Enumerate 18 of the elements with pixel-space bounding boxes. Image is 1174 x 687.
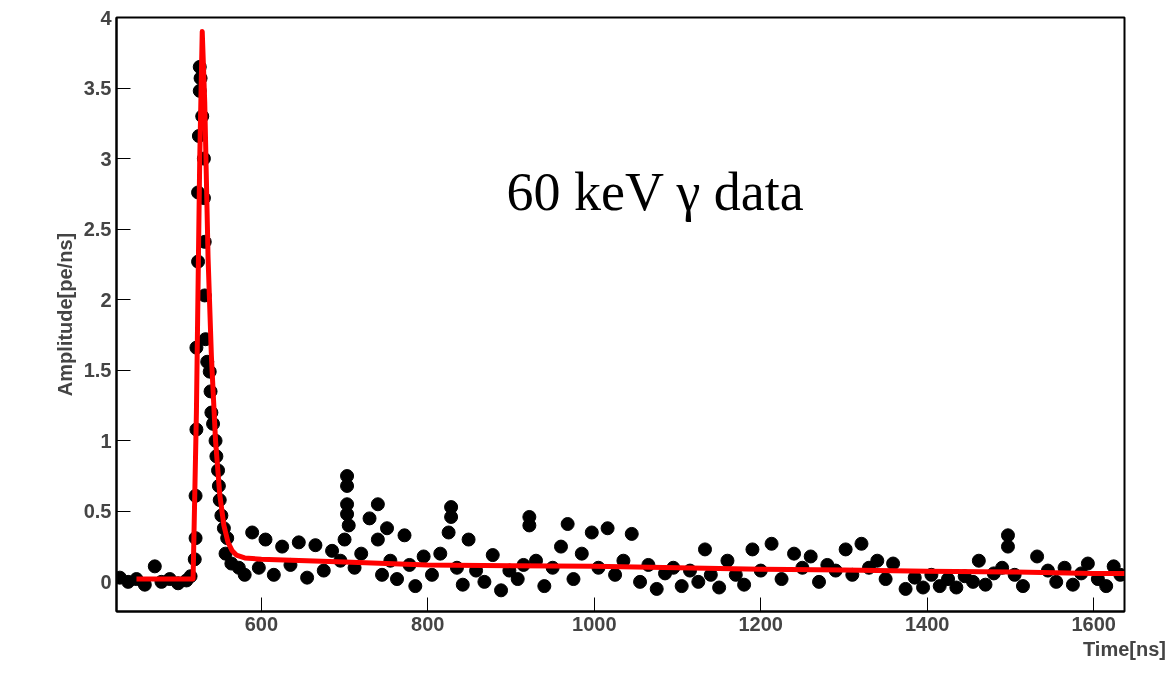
x-tick-label: 600	[244, 612, 279, 635]
y-tick-label: 3.5	[83, 77, 112, 100]
x-tick-label: 800	[411, 612, 445, 635]
annotation: 60 keV γ data	[506, 161, 804, 222]
y-tick-label: 3	[100, 147, 112, 170]
y-tick-label: 4	[100, 6, 113, 29]
x-tick-label: 1400	[904, 612, 950, 635]
y-axis-title: Amplitude[pe/ns]	[53, 232, 76, 397]
x-tick-label: 1600	[1071, 612, 1116, 635]
y-tick-label: 1	[100, 429, 112, 452]
x-tick-label: 1200	[738, 612, 784, 635]
y-tick-label: 0.5	[83, 500, 112, 523]
y-tick-label: 0	[100, 570, 112, 593]
x-tick-label: 1000	[572, 612, 617, 635]
x-axis-title: Time[ns]	[1083, 637, 1166, 660]
y-tick-label: 1.5	[83, 359, 112, 382]
y-tick-label: 2	[100, 288, 112, 311]
y-tick-label: 2.5	[83, 218, 112, 241]
